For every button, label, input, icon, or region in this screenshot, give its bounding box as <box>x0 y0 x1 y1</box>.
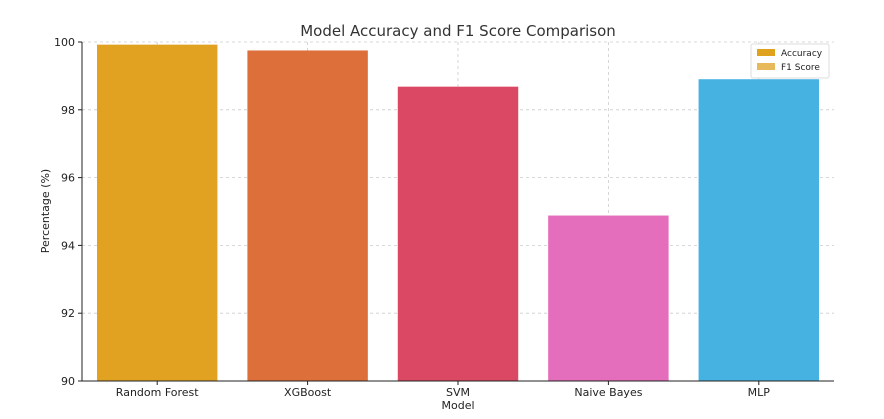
y-tick-label: 94 <box>61 239 75 252</box>
legend-label: Accuracy <box>781 49 823 59</box>
accuracy-bar <box>97 44 218 381</box>
bars <box>97 44 819 382</box>
x-ticks: Random Forest XGBoost SVM Naive Bayes MLP <box>116 381 770 399</box>
accuracy-bar <box>247 50 368 381</box>
y-tick-label: 92 <box>61 307 75 320</box>
legend-swatch <box>757 49 775 56</box>
accuracy-bar <box>548 215 669 381</box>
x-tick-label: MLP <box>748 386 771 399</box>
x-tick-label: Naive Bayes <box>574 386 642 399</box>
chart-title: Model Accuracy and F1 Score Comparison <box>300 22 616 40</box>
legend-swatch <box>757 63 775 70</box>
y-axis-title: Percentage (%) <box>39 169 52 253</box>
y-tick-label: 90 <box>61 375 75 388</box>
x-tick-label: XGBoost <box>284 386 332 399</box>
x-tick-label: SVM <box>446 386 470 399</box>
y-ticks: 90 92 94 96 98 100 <box>54 36 82 388</box>
legend-label: F1 Score <box>781 63 820 73</box>
y-tick-label: 96 <box>61 172 75 185</box>
y-tick-label: 100 <box>54 36 75 49</box>
x-axis-title: Model <box>441 399 474 412</box>
accuracy-bar <box>698 79 819 381</box>
y-tick-label: 98 <box>61 104 75 117</box>
legend: Accuracy F1 Score <box>750 43 830 79</box>
x-tick-label: Random Forest <box>116 386 199 399</box>
accuracy-bar <box>397 86 519 382</box>
